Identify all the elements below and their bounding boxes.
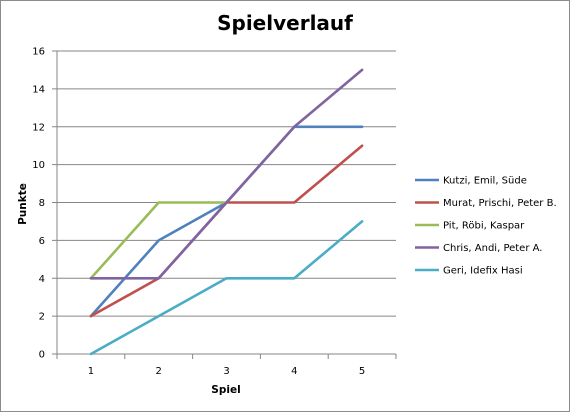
y-tick-label: 10: [32, 160, 45, 171]
series-line-4: [89, 68, 364, 280]
y-tick-label: 8: [39, 198, 45, 209]
y-tick-label: 16: [32, 47, 45, 58]
y-tick-label: 12: [32, 122, 45, 133]
legend-label-3: Pit, Röbi, Kaspar: [443, 221, 525, 232]
y-tick-label: 4: [39, 274, 45, 285]
legend-label-2: Murat, Prischi, Peter B.: [443, 198, 557, 209]
chart-title: Spielverlauf: [217, 11, 353, 35]
legend-label-5: Geri, Idefix Hasi: [443, 266, 523, 277]
x-tick-label: 3: [223, 366, 229, 377]
series-line-5: [89, 220, 364, 356]
x-axis-title: Spiel: [211, 384, 240, 396]
y-tick-label: 6: [39, 236, 45, 247]
y-axis-ticks: 0 2 4 6 8 10 12 14 16: [32, 47, 57, 361]
y-axis-title: Punkte: [17, 183, 29, 225]
series-line-3: [89, 201, 228, 280]
legend: Kutzi, Emil, Süde Murat, Prischi, Peter B…: [415, 176, 557, 277]
legend-label-4: Chris, Andi, Peter A.: [443, 243, 542, 254]
series-line-1: [89, 125, 364, 318]
x-axis-ticks: 1 2 3 4 5: [56, 354, 397, 377]
x-tick-label: 1: [88, 366, 94, 377]
y-tick-label: 0: [39, 350, 45, 361]
legend-label-1: Kutzi, Emil, Süde: [443, 176, 527, 187]
x-tick-label: 4: [291, 366, 297, 377]
y-tick-label: 2: [39, 312, 45, 323]
gridlines: [57, 50, 396, 317]
x-tick-label: 5: [359, 366, 365, 377]
x-tick-label: 2: [156, 366, 162, 377]
series-lines: [89, 68, 364, 356]
y-tick-label: 14: [32, 84, 45, 95]
